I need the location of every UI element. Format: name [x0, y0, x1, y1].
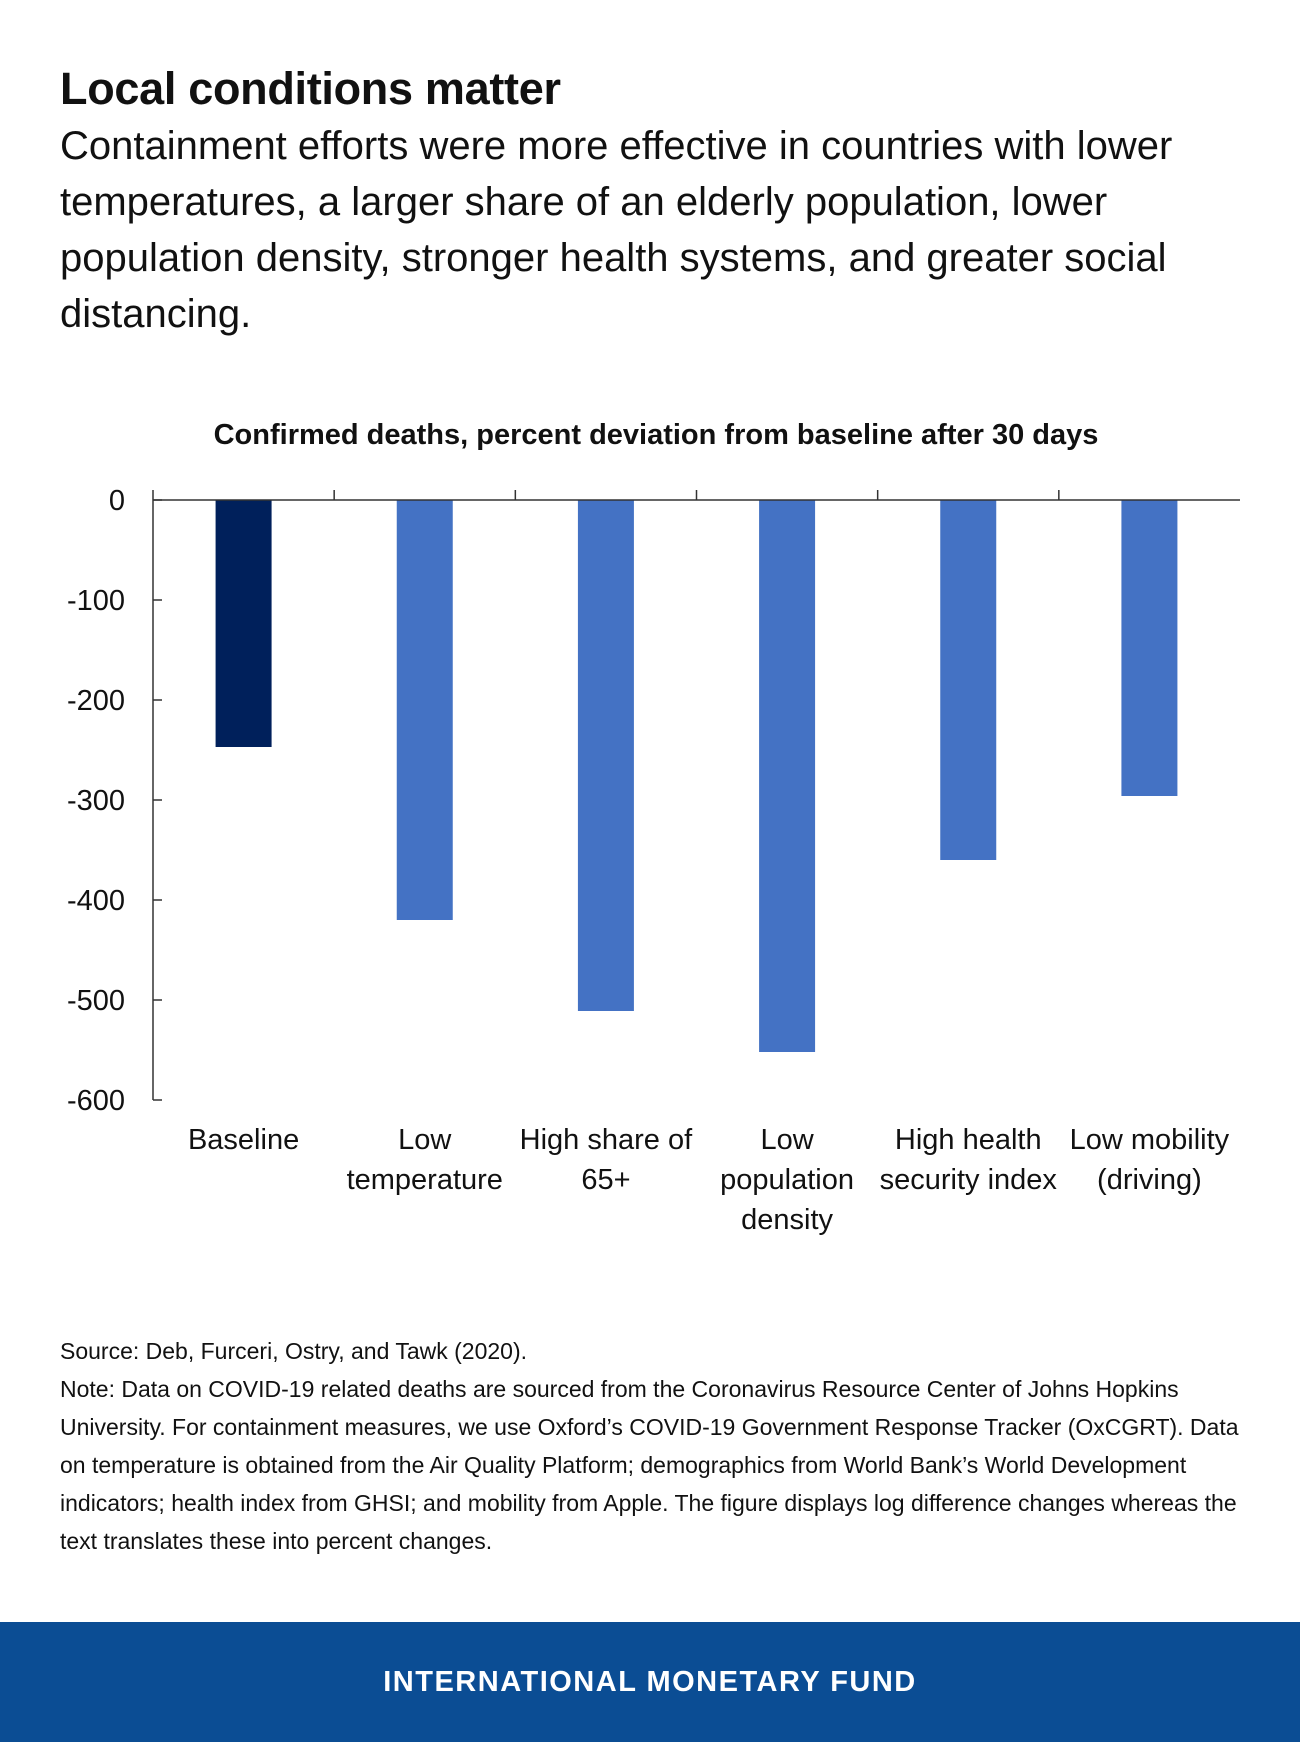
headline: Local conditions matter [60, 63, 561, 114]
footer-bar: INTERNATIONAL MONETARY FUND [0, 1622, 1300, 1742]
x-category-label: Baseline [188, 1124, 299, 1156]
y-tick-label: -200 [67, 685, 125, 717]
x-category-label: Low temperature [347, 1124, 503, 1196]
y-tick-label: -500 [67, 985, 125, 1017]
y-tick-label: 0 [109, 485, 125, 517]
bar-chart: Confirmed deaths, percent deviation from… [0, 400, 1300, 1270]
bar [396, 500, 453, 920]
y-tick-label: -100 [67, 585, 125, 617]
data-note: Note: Data on COVID-19 related deaths ar… [60, 1376, 1239, 1554]
y-tick-label: -400 [67, 885, 125, 917]
x-category-label: Low mobility (driving) [1070, 1124, 1230, 1196]
bars [215, 500, 1178, 1052]
subhead: Containment efforts were more effective … [60, 124, 1173, 336]
chart-svg: Confirmed deaths, percent deviation from… [67, 419, 1240, 1236]
footer-label: INTERNATIONAL MONETARY FUND [383, 1665, 917, 1698]
bar [577, 500, 634, 1011]
y-axis: 0 -100 -200 -300 -400 -500 -600 [67, 485, 162, 1117]
bar [759, 500, 816, 1052]
notes: Source: Deb, Furceri, Ostry, and Tawk (2… [60, 1332, 1260, 1560]
x-category-label: High health security index [880, 1124, 1058, 1196]
bar [215, 500, 272, 747]
x-category-label: Low population density [720, 1124, 854, 1236]
y-tick-label: -300 [67, 785, 125, 817]
bar [940, 500, 997, 860]
bar [1121, 500, 1178, 796]
source-note: Source: Deb, Furceri, Ostry, and Tawk (2… [60, 1338, 527, 1364]
chart-title: Confirmed deaths, percent deviation from… [214, 419, 1099, 451]
y-tick-label: -600 [67, 1085, 125, 1117]
x-category-label: High share of 65+ [520, 1124, 693, 1196]
